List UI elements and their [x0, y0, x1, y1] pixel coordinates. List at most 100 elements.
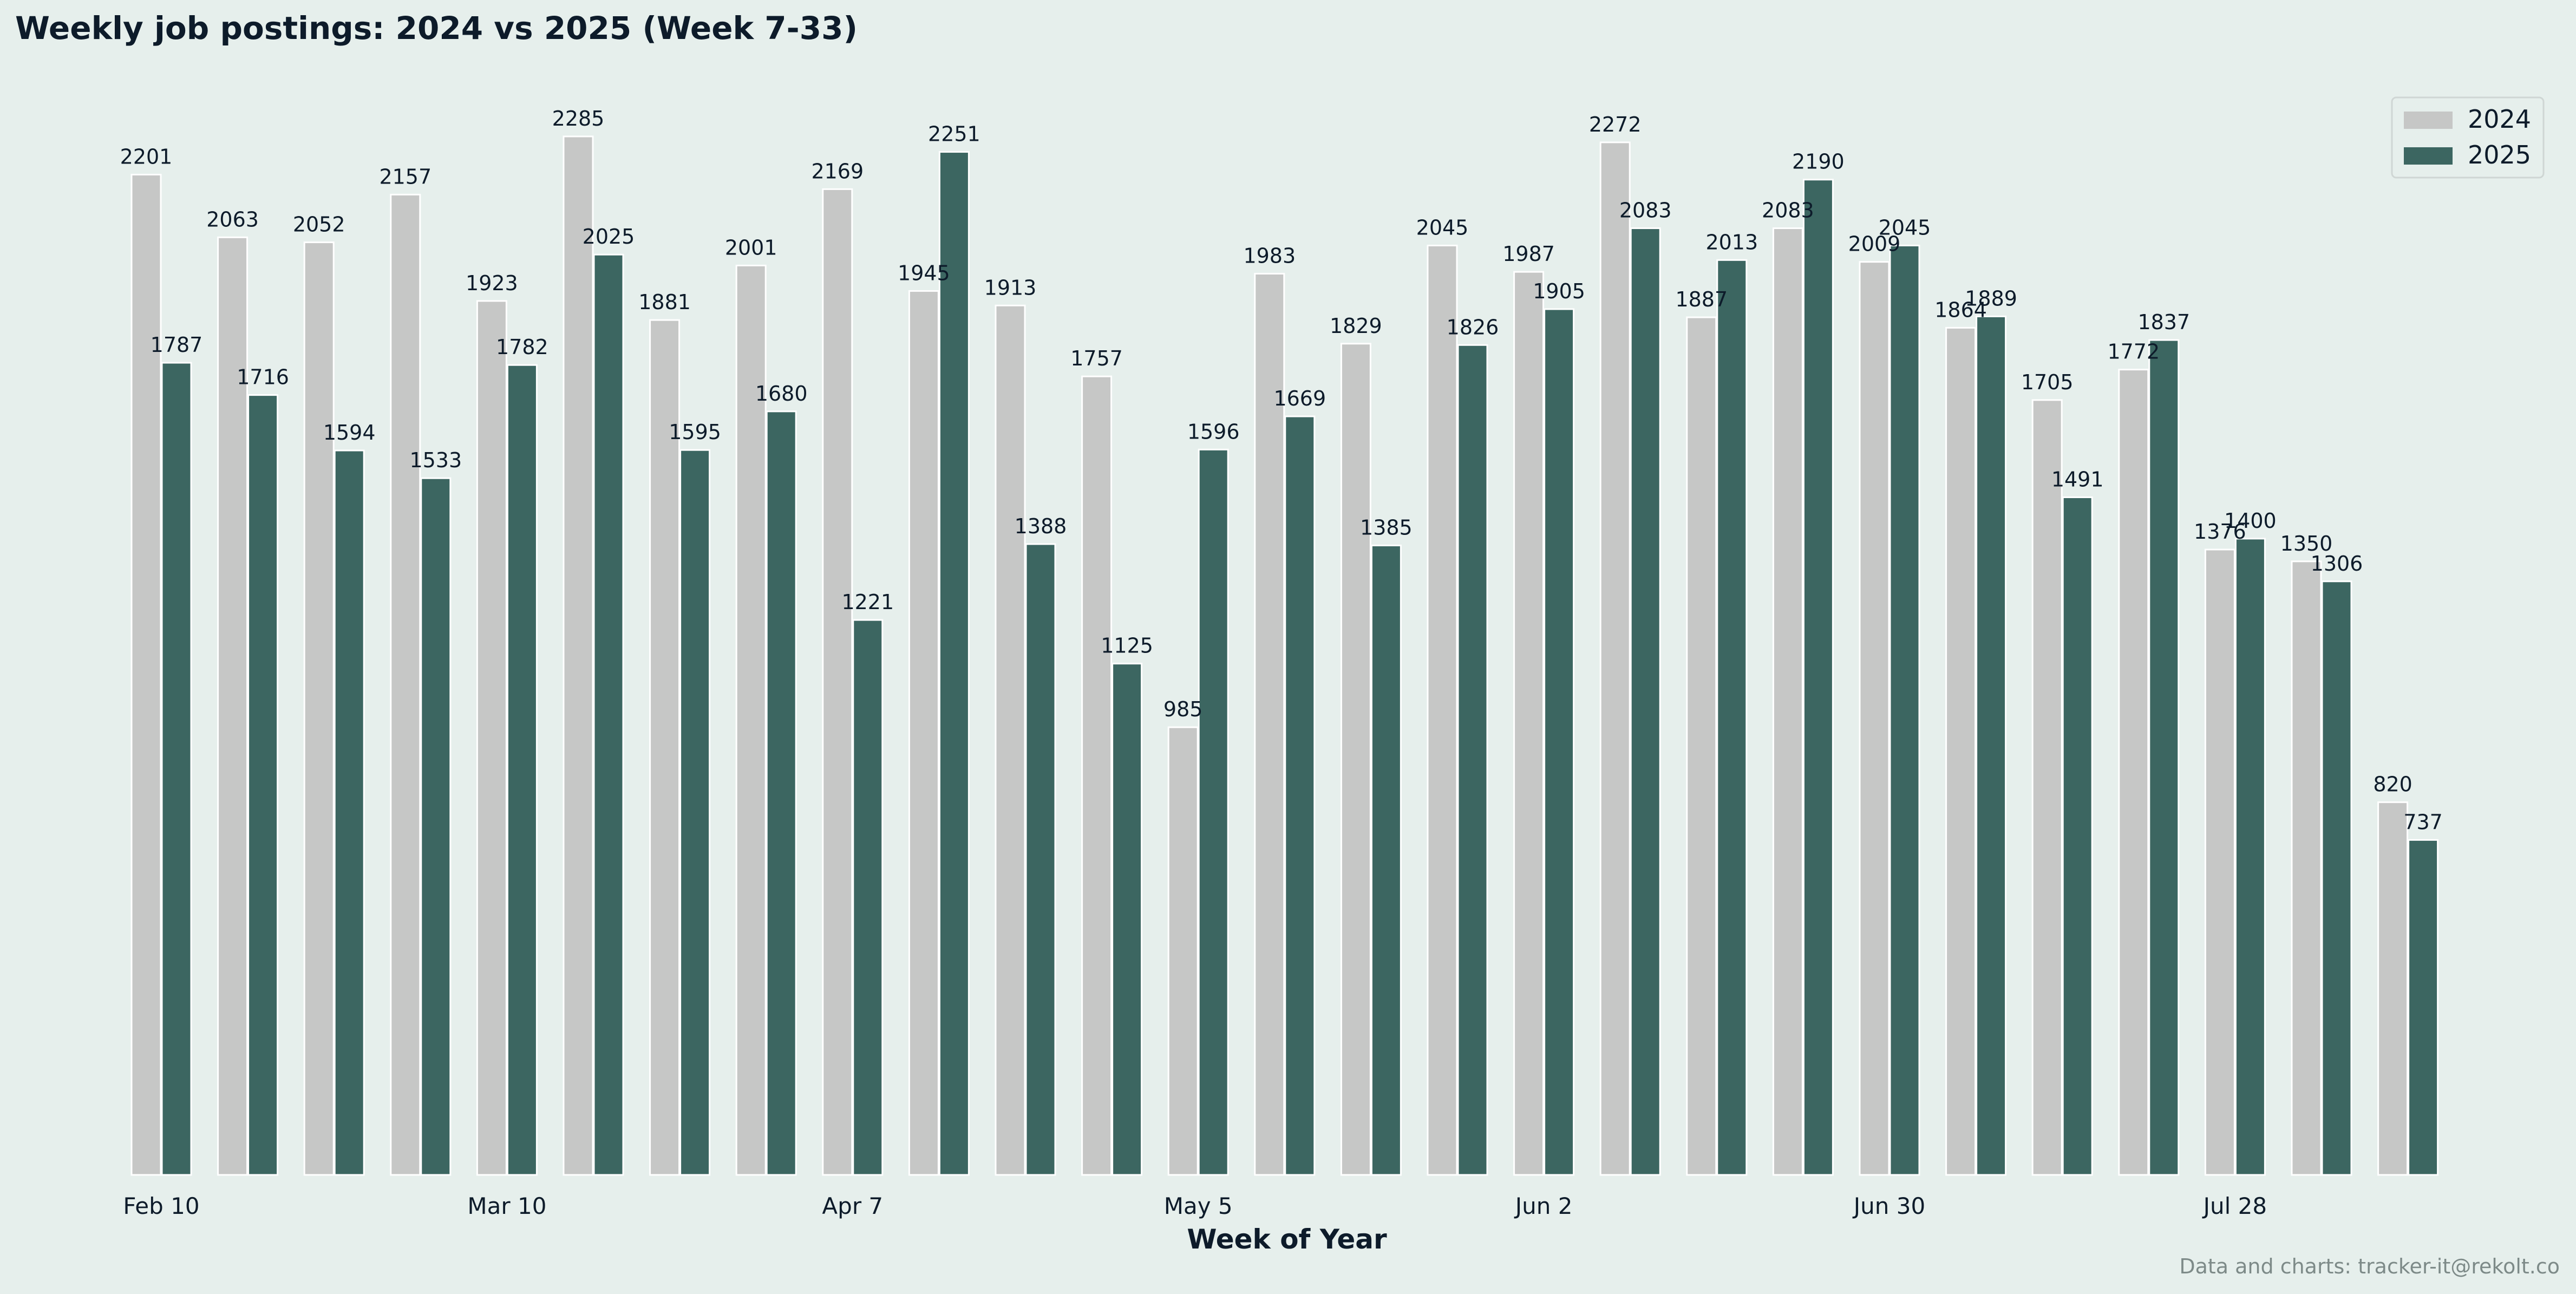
data-label-2024-1: 2063 — [206, 207, 259, 231]
x-tick-label: Feb 10 — [123, 1193, 199, 1219]
x-axis-ticks: Feb 10 Mar 10 Apr 7 May 5 Jun 2 Jun 30 Jul 28 — [123, 1193, 2267, 1219]
x-tick-label: May 5 — [1164, 1193, 1233, 1219]
data-label-2024-5: 2285 — [552, 107, 605, 130]
data-label-2024-26: 820 — [2373, 773, 2412, 796]
data-label-2024-15: 2045 — [1416, 215, 1469, 239]
data-label-2024-8: 2169 — [811, 159, 864, 183]
data-label-2025-24: 1400 — [2224, 509, 2277, 533]
data-label-2024-6: 1881 — [638, 290, 691, 314]
bar-2025-4 — [506, 364, 538, 1176]
bar-2025-0 — [161, 362, 192, 1176]
bar-2024-19 — [1772, 227, 1803, 1176]
bar-2025-2 — [334, 449, 365, 1176]
data-label-2025-8: 1221 — [841, 590, 894, 614]
bar-2025-21 — [1976, 315, 2007, 1176]
legend-swatch-2025 — [2404, 147, 2453, 165]
bar-2025-11 — [1112, 663, 1143, 1176]
data-label-2024-4: 1923 — [466, 271, 518, 295]
bar-2025-15 — [1457, 344, 1488, 1176]
bar-2024-20 — [1859, 261, 1890, 1176]
data-label-2024-20: 2009 — [1848, 232, 1901, 256]
bar-2025-25 — [2321, 580, 2352, 1176]
data-label-2025-2: 1594 — [323, 421, 376, 445]
bar-2025-24 — [2234, 538, 2266, 1176]
bar-2024-18 — [1686, 316, 1717, 1176]
bar-2024-10 — [995, 304, 1026, 1176]
data-label-2025-15: 1826 — [1447, 315, 1499, 339]
bar-2024-11 — [1081, 375, 1113, 1176]
data-label-2024-9: 1945 — [898, 261, 950, 285]
bar-2025-14 — [1370, 544, 1402, 1176]
bar-2025-13 — [1284, 415, 1316, 1176]
bar-2025-16 — [1544, 308, 1575, 1176]
data-label-2024-23: 1772 — [2107, 340, 2160, 364]
bar-2025-7 — [766, 410, 797, 1176]
bar-2024-2 — [303, 241, 335, 1176]
bar-2024-26 — [2377, 801, 2409, 1176]
x-tick-label: Apr 7 — [822, 1193, 883, 1219]
legend-label-2025: 2025 — [2468, 140, 2531, 169]
data-label-2025-0: 1787 — [151, 333, 203, 357]
bar-2025-17 — [1630, 227, 1661, 1176]
bar-2024-23 — [2118, 369, 2149, 1176]
data-label-2024-22: 1705 — [2021, 370, 2074, 394]
data-label-2025-21: 1889 — [1965, 286, 2017, 310]
data-label-2024-7: 2001 — [725, 236, 777, 259]
x-tick-label: Jul 28 — [2202, 1193, 2267, 1219]
x-axis-label: Week of Year — [1187, 1224, 1387, 1255]
bar-2024-17 — [1599, 141, 1631, 1176]
bar-2024-12 — [1167, 726, 1199, 1176]
bar-2024-4 — [476, 300, 507, 1176]
bar-2025-6 — [679, 449, 711, 1176]
footer-credit: Data and charts: tracker-it@rekolt.co — [2179, 1254, 2560, 1278]
data-label-2024-17: 2272 — [1589, 113, 1642, 136]
data-label-2025-4: 1782 — [496, 335, 548, 359]
bar-2025-19 — [1802, 179, 1834, 1176]
data-label-2024-12: 985 — [1163, 697, 1203, 721]
bar-2024-0 — [130, 174, 162, 1176]
bar-2025-1 — [247, 394, 279, 1176]
x-tick-label: Jun 30 — [1852, 1193, 1925, 1219]
data-label-2024-3: 2157 — [379, 165, 431, 188]
data-label-2024-0: 2201 — [120, 145, 173, 169]
bar-2025-10 — [1025, 543, 1056, 1176]
data-label-2024-2: 2052 — [293, 213, 345, 237]
data-label-2025-23: 1837 — [2137, 310, 2190, 334]
bar-2025-9 — [938, 151, 970, 1176]
data-label-2025-13: 1669 — [1273, 387, 1326, 410]
bar-2024-16 — [1513, 271, 1545, 1176]
legend: 2024 2025 — [2391, 96, 2545, 179]
data-label-2025-9: 2251 — [928, 122, 980, 146]
data-label-2025-6: 1595 — [669, 420, 721, 444]
bar-2024-5 — [563, 135, 594, 1176]
bar-2024-8 — [822, 188, 853, 1176]
bar-2024-13 — [1254, 272, 1285, 1176]
data-label-2024-18: 1887 — [1675, 287, 1728, 311]
bar-2024-22 — [2031, 399, 2063, 1176]
bar-2025-23 — [2148, 339, 2180, 1176]
legend-label-2024: 2024 — [2468, 104, 2531, 134]
bar-2025-12 — [1198, 448, 1229, 1176]
data-label-2025-26: 737 — [2403, 810, 2443, 834]
data-label-2025-25: 1306 — [2311, 552, 2363, 576]
data-label-2025-11: 1125 — [1101, 634, 1153, 658]
bar-2025-8 — [852, 619, 884, 1176]
bar-2025-20 — [1889, 244, 1920, 1176]
data-label-2025-22: 1491 — [2051, 467, 2104, 491]
data-label-2025-17: 2083 — [1619, 199, 1672, 223]
bar-2025-18 — [1716, 259, 1748, 1176]
bar-2024-21 — [1945, 326, 1977, 1176]
data-label-2025-5: 2025 — [583, 225, 635, 249]
data-label-2024-11: 1757 — [1070, 347, 1123, 370]
data-label-2024-21: 1864 — [1934, 298, 1987, 322]
data-label-2024-14: 1829 — [1330, 314, 1382, 338]
bar-2024-14 — [1340, 343, 1371, 1176]
data-label-2024-24: 1376 — [2194, 520, 2246, 544]
chart-title: Weekly job postings: 2024 vs 2025 (Week … — [15, 10, 858, 47]
data-label-2025-7: 1680 — [755, 382, 808, 406]
bar-2025-5 — [593, 253, 624, 1176]
data-label-2025-3: 1533 — [409, 448, 462, 472]
data-label-2025-1: 1716 — [237, 365, 289, 389]
data-label-2025-16: 1905 — [1533, 279, 1585, 303]
